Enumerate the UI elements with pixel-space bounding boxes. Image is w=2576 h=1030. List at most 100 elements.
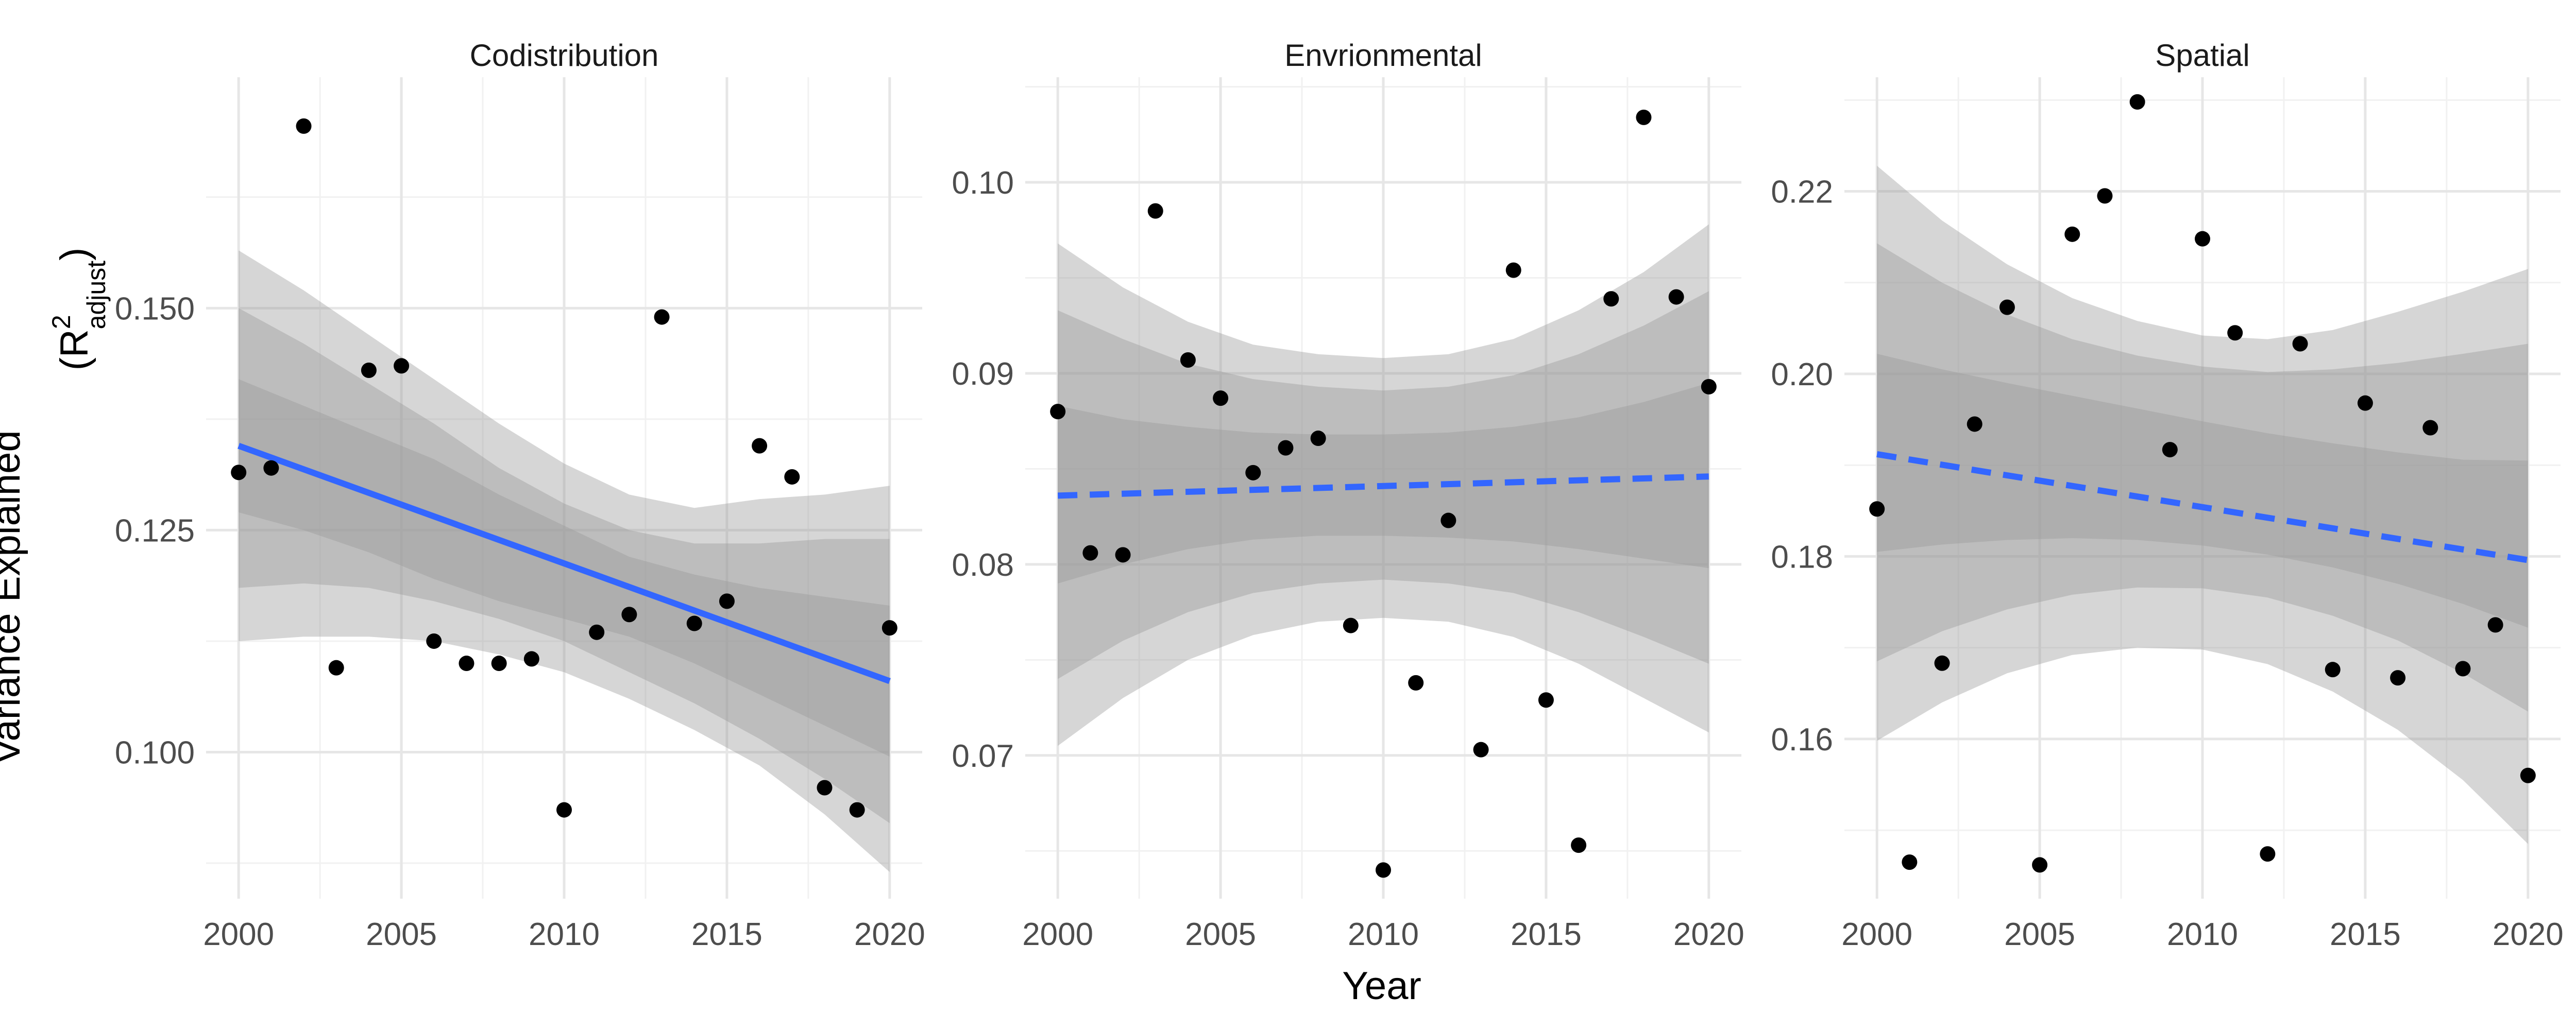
- trend-line: [238, 442, 891, 684]
- data-point: [1473, 742, 1489, 758]
- x-tick-label: 2005: [366, 917, 437, 952]
- data-point: [1934, 655, 1950, 671]
- y-tick-label: 0.07: [952, 739, 1014, 774]
- y-tick-label: 0.125: [115, 513, 195, 548]
- y-tick-label: 0.22: [1771, 175, 1833, 210]
- data-point: [2325, 662, 2341, 678]
- data-point: [1408, 675, 1424, 691]
- data-point: [1902, 854, 1918, 870]
- y-tick-label: 0.18: [1771, 539, 1833, 575]
- data-point: [1245, 465, 1261, 480]
- data-point: [1440, 512, 1456, 528]
- data-point: [1538, 692, 1554, 708]
- data-point: [1869, 501, 1885, 517]
- data-point: [2390, 670, 2406, 686]
- data-point: [1571, 837, 1587, 853]
- data-point: [361, 363, 377, 379]
- data-point: [491, 656, 507, 672]
- data-point: [621, 607, 637, 623]
- confidence-band-3: [1877, 354, 2528, 628]
- panel-title: Codistribution: [470, 38, 659, 73]
- data-point: [1278, 440, 1294, 456]
- y-axis-title-formula: (R2 adjust): [47, 248, 111, 371]
- y-axis-title-main: Variance Explained: [0, 430, 28, 764]
- data-point: [556, 802, 572, 818]
- y-tick-label: 0.100: [115, 735, 195, 770]
- confidence-band-3: [239, 379, 890, 757]
- x-tick-label: 2000: [1841, 917, 1912, 952]
- panel-title: Envrionmental: [1284, 38, 1482, 73]
- data-point: [752, 438, 768, 454]
- data-point: [2195, 231, 2210, 247]
- data-point: [2260, 846, 2276, 862]
- x-tick-label: 2020: [2493, 917, 2564, 952]
- x-tick-label: 2010: [1348, 917, 1419, 952]
- data-point: [1050, 404, 1066, 420]
- x-tick-label: 2015: [1511, 917, 1582, 952]
- data-point: [2357, 395, 2373, 411]
- y-axis-title-r: (R: [53, 329, 96, 370]
- x-tick-label: 2020: [854, 917, 925, 952]
- data-point: [2032, 857, 2048, 873]
- data-point: [882, 620, 897, 636]
- data-point: [1636, 109, 1652, 125]
- data-point: [2422, 420, 2438, 436]
- data-point: [2227, 325, 2243, 341]
- data-point: [1180, 352, 1196, 368]
- data-point: [523, 651, 539, 667]
- data-point: [2520, 767, 2536, 783]
- data-point: [1147, 203, 1163, 219]
- trend-line: [1058, 473, 1709, 499]
- data-point: [1603, 291, 1619, 307]
- trend-line: [1876, 451, 2529, 563]
- data-point: [2292, 336, 2308, 352]
- data-point: [1967, 416, 1982, 432]
- y-tick-label: 0.10: [952, 165, 1014, 201]
- data-point: [849, 802, 865, 818]
- data-point: [296, 118, 312, 134]
- y-tick-label: 0.150: [115, 291, 195, 327]
- data-point: [1082, 545, 1098, 561]
- data-point: [1505, 262, 1521, 278]
- data-point: [1310, 431, 1326, 447]
- y-tick-label: 0.16: [1771, 722, 1833, 758]
- data-point: [1668, 289, 1684, 305]
- x-tick-label: 2020: [1673, 917, 1744, 952]
- y-tick-label: 0.08: [952, 547, 1014, 583]
- data-point: [426, 633, 442, 649]
- confidence-band-2: [1877, 243, 2528, 712]
- x-tick-label: 2015: [2330, 917, 2401, 952]
- x-tick-label: 2005: [1185, 917, 1256, 952]
- panel-codistribution: 2000 2005 2010 2015 2020 0.100 0.125 0.150 Codis…: [115, 38, 925, 952]
- x-tick-label: 2010: [529, 917, 600, 952]
- data-point: [263, 460, 279, 476]
- data-point: [1701, 379, 1717, 394]
- y-axis-title: Variance Explained (R2 adjust): [0, 248, 111, 765]
- panel-envrionmental: 2000 2005 2010 2015 2020 0.07 0.08 0.09 0.10 Envr…: [952, 38, 1744, 952]
- data-point: [2097, 188, 2113, 204]
- x-axis-title: Year: [1342, 964, 1421, 1008]
- data-point: [231, 465, 247, 480]
- data-point: [1115, 547, 1131, 563]
- data-point: [2487, 617, 2503, 633]
- data-point: [686, 615, 702, 631]
- data-point: [328, 660, 344, 676]
- data-point: [1376, 862, 1391, 878]
- x-tick-label: 2000: [203, 917, 274, 952]
- panels: 2000 2005 2010 2015 2020 0.100 0.125 0.150 Codis…: [115, 38, 2564, 952]
- x-tick-label: 2000: [1022, 917, 1093, 952]
- y-tick-label: 0.20: [1771, 357, 1833, 392]
- y-axis-title-sup: 2: [47, 315, 76, 329]
- data-point: [817, 780, 833, 796]
- data-point: [784, 469, 800, 485]
- x-tick-label: 2005: [2004, 917, 2075, 952]
- data-point: [2455, 661, 2471, 677]
- panel-spatial: 2000 2005 2010 2015 2020 0.16 0.18 0.20 0.22 Spat…: [1771, 38, 2563, 952]
- data-point: [719, 593, 735, 609]
- data-point: [394, 358, 410, 374]
- data-point: [2129, 94, 2145, 110]
- y-tick-label: 0.09: [952, 356, 1014, 392]
- data-point: [1343, 617, 1359, 633]
